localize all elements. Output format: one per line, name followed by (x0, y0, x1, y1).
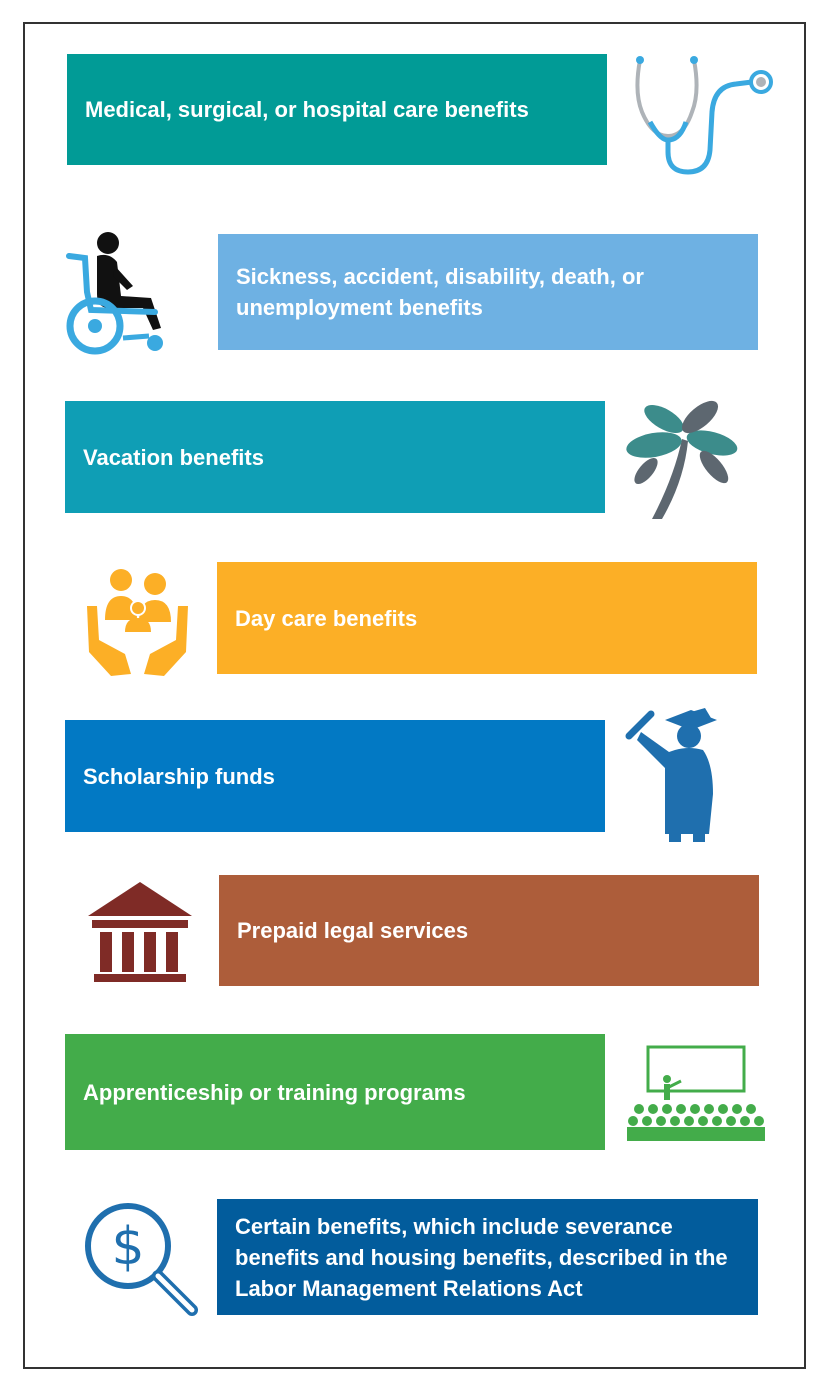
benefit-legal-box: Prepaid legal services (219, 875, 759, 986)
benefit-vacation-box: Vacation benefits (65, 401, 605, 513)
benefit-certain-box: Certain benefits, which include severanc… (217, 1199, 758, 1315)
benefit-sickness-box: Sickness, accident, disability, death, o… (218, 234, 758, 350)
dollar-magnifier-icon: $ (85, 1203, 198, 1316)
stethoscope-icon (635, 56, 773, 175)
wheelchair-icon (66, 232, 163, 355)
family-in-hands-icon (87, 569, 188, 676)
graduate-icon (625, 708, 717, 842)
benefit-daycare-box: Day care benefits (217, 562, 757, 674)
courthouse-icon (88, 882, 192, 982)
benefit-medical-box: Medical, surgical, or hospital care bene… (67, 54, 607, 165)
benefit-apprenticeship-box: Apprenticeship or training programs (65, 1034, 605, 1150)
benefit-medical-text: Medical, surgical, or hospital care bene… (85, 97, 529, 122)
benefit-apprenticeship-text: Apprenticeship or training programs (83, 1079, 466, 1105)
benefit-legal-text: Prepaid legal services (237, 918, 469, 943)
infographic-frame (23, 22, 806, 1369)
benefit-scholarship-text: Scholarship funds (83, 763, 275, 789)
benefit-sickness-text: Sickness, accident, disability, death, o… (236, 264, 644, 320)
benefit-vacation-text: Vacation benefits (83, 444, 264, 470)
benefit-daycare-text: Day care benefits (235, 605, 418, 631)
palm-tree-icon (626, 400, 738, 519)
benefit-certain-text: Certain benefits, which include severanc… (235, 1213, 728, 1301)
classroom-icon (627, 1045, 765, 1141)
benefit-scholarship-box: Scholarship funds (65, 720, 605, 832)
svg-text:$: $ (111, 1217, 144, 1277)
